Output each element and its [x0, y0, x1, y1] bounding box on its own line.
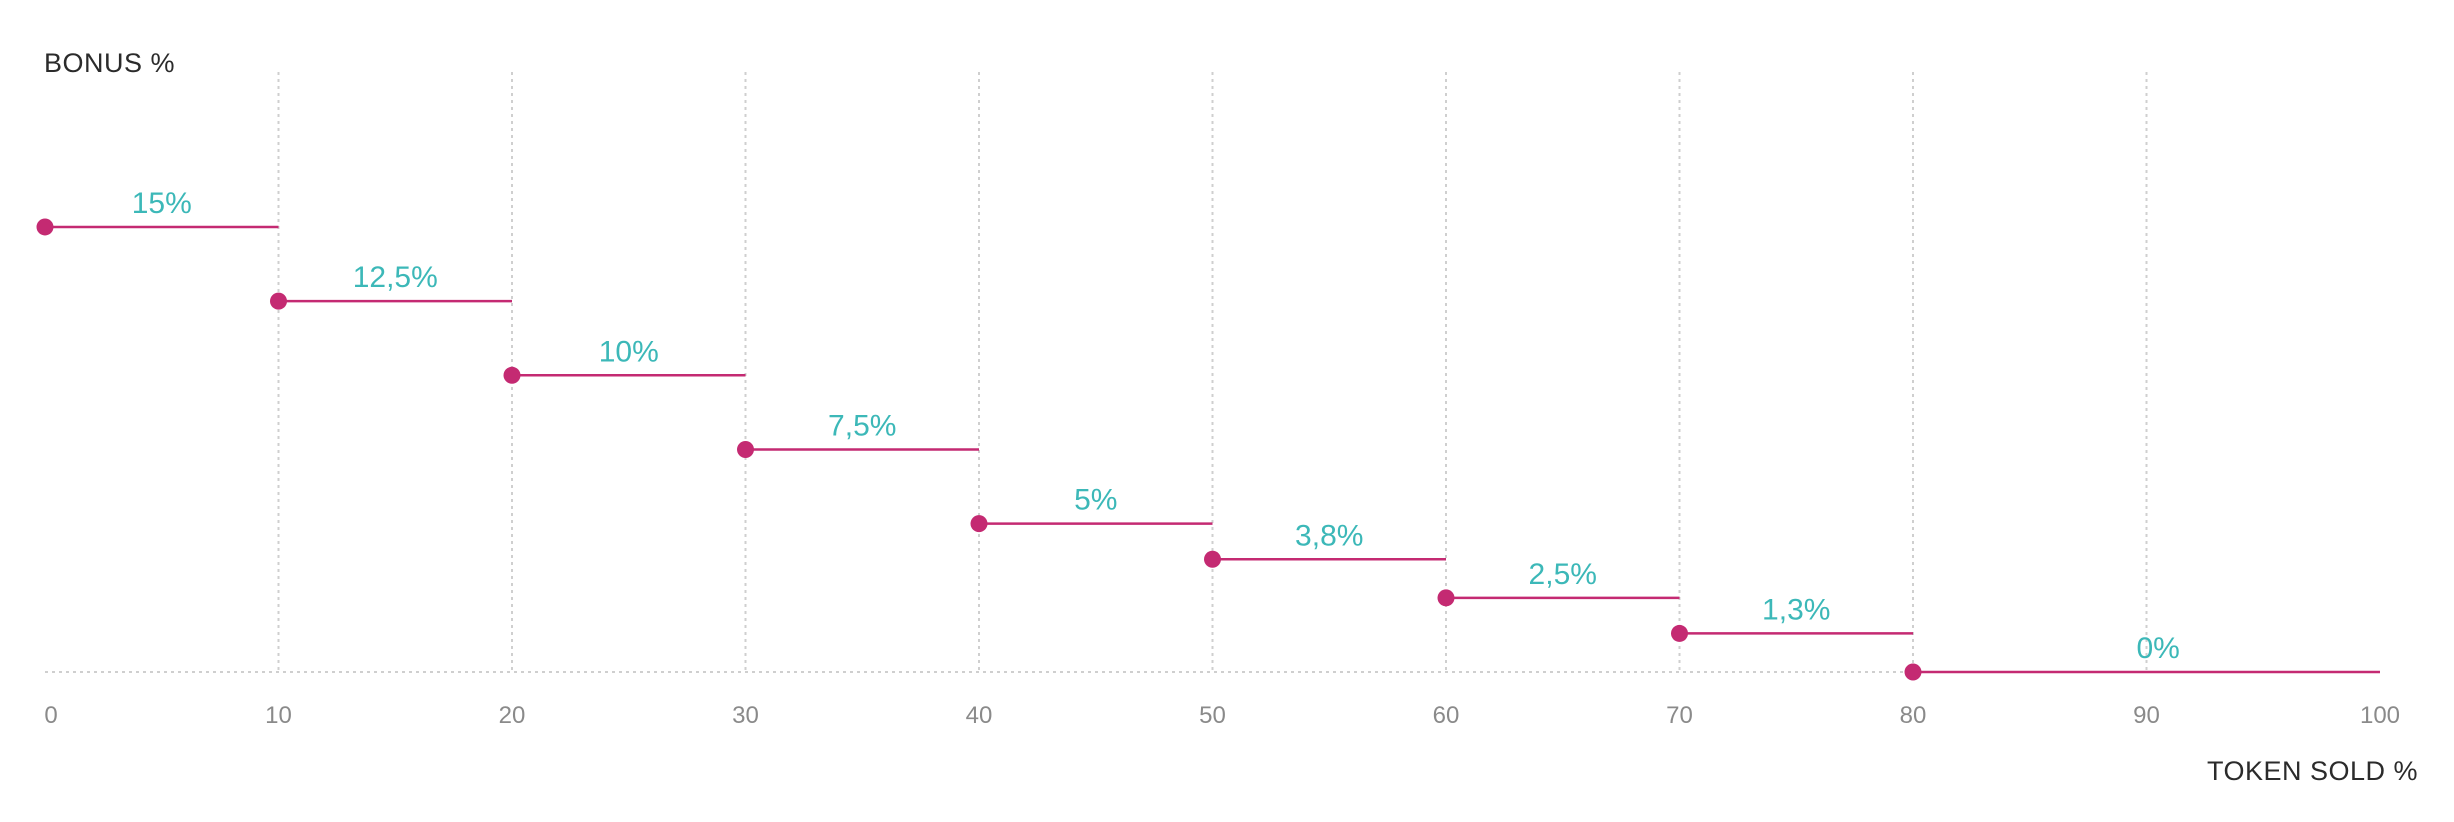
- step-marker: [1437, 589, 1455, 607]
- x-tick-label: 20: [499, 702, 526, 729]
- step-value-label: 15%: [132, 187, 192, 220]
- y-axis-label: BONUS %: [44, 48, 176, 78]
- step-value-label: 3,8%: [1295, 519, 1363, 552]
- step-marker: [36, 218, 54, 236]
- step-series: 15% 12,5% 10% 7,5% 5% 3,8% 2,5% 1,3% 0%: [36, 187, 2380, 681]
- step-marker: [737, 440, 754, 458]
- step-value-label: 10%: [599, 335, 659, 368]
- step-marker: [1904, 663, 1922, 681]
- step-marker: [1671, 624, 1688, 642]
- step-marker: [970, 515, 988, 533]
- x-tick-label: 0: [44, 702, 57, 729]
- x-tick-label: 10: [265, 702, 292, 729]
- step-marker: [1204, 550, 1221, 568]
- x-tick-label: 70: [1666, 702, 1693, 729]
- x-tick-label: 90: [2133, 702, 2160, 729]
- step-value-label: 7,5%: [828, 409, 896, 442]
- x-tick-label: 60: [1433, 702, 1460, 729]
- x-tick-label: 80: [1900, 702, 1927, 729]
- grid-lines: [45, 72, 2380, 673]
- step-marker: [503, 366, 521, 384]
- x-axis-ticks: 0 10 20 30 40 50 60 70 80 90 100: [44, 702, 2400, 729]
- x-tick-label: 40: [966, 702, 993, 729]
- step-value-label: 0%: [2136, 632, 2179, 665]
- x-tick-label: 100: [2360, 702, 2400, 729]
- x-tick-label: 50: [1199, 702, 1226, 729]
- x-axis-label: TOKEN SOLD %: [2206, 756, 2418, 786]
- step-value-label: 2,5%: [1529, 558, 1597, 591]
- step-value-label: 5%: [1074, 484, 1117, 517]
- step-marker: [270, 292, 287, 310]
- x-tick-label: 30: [732, 702, 759, 729]
- step-value-label: 12,5%: [353, 261, 438, 294]
- step-value-label: 1,3%: [1762, 593, 1830, 626]
